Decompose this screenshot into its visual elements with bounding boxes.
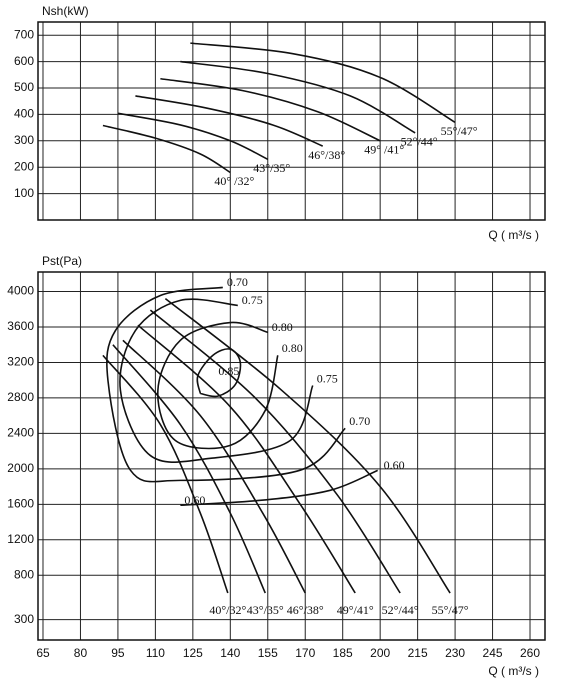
efficiency-contour [106,286,346,483]
curve [164,297,451,594]
plot-frame [37,21,546,221]
x-tick-label: 95 [111,646,125,660]
x-tick-label: 155 [258,646,278,660]
y-tick-label: 600 [14,54,34,68]
y-tick-label: 300 [14,612,34,626]
contour-label: 0.60 [384,458,405,472]
x-tick-label: 230 [445,646,465,660]
y-tick-label: 1200 [7,532,34,546]
curve [190,42,456,124]
curve [122,339,306,594]
contour-label: 0.60 [184,493,205,507]
efficiency-contour [119,298,314,463]
x-tick-label: 125 [183,646,203,660]
curve-label: 43°/35° [247,603,284,617]
y-tick-label: 100 [14,186,34,200]
y-tick-label: 4000 [7,284,34,298]
x-tick-label: 215 [408,646,428,660]
curve [117,112,269,160]
curve-label: 49° /41° [364,143,404,157]
y-tick-label: 300 [14,133,34,147]
curve-label: 52°/44° [382,603,419,617]
x-tick-label: 65 [36,646,50,660]
curve [102,354,229,594]
curve [160,77,381,142]
contour-label: 0.80 [272,320,293,334]
y-tick-label: 200 [14,159,34,173]
curve-label: 43°/35° [253,161,290,175]
y-tick-label: 1600 [7,496,34,510]
y-tick-label: 3600 [7,319,34,333]
y-tick-label: 400 [14,107,34,121]
contour-label: 0.85 [218,364,239,378]
x-tick-label: 170 [295,646,315,660]
curve-label: 55°/47° [441,124,478,138]
curve [180,60,416,134]
y-axis-title: Nsh(kW) [42,4,89,18]
x-tick-label: 245 [483,646,503,660]
x-tick-label: 80 [74,646,88,660]
curve-label: 52°/44° [401,135,438,149]
curve-label: 49°/41° [337,603,374,617]
y-tick-label: 800 [14,567,34,581]
curve [135,95,324,147]
y-tick-label: 3200 [7,355,34,369]
y-tick-label: 2000 [7,461,34,475]
efficiency-contour [157,321,279,450]
x-tick-label: 260 [520,646,540,660]
curve-label: 46°/38° [308,148,345,162]
y-tick-label: 2800 [7,390,34,404]
curve-label: 46°/38° [287,603,324,617]
y-axis-title: Pst(Pa) [42,254,82,268]
curve [149,309,401,594]
x-tick-label: 200 [370,646,390,660]
efficiency-contour [196,348,242,398]
y-tick-label: 500 [14,80,34,94]
contour-label: 0.75 [242,293,263,307]
efficiency-contour [180,469,378,507]
curve-label: 40°/32° [209,603,246,617]
x-tick-label: 140 [220,646,240,660]
x-tick-label: 110 [146,646,165,660]
y-tick-label: 700 [14,27,34,41]
curve [137,324,356,594]
curve [102,124,231,174]
contour-label: 0.70 [349,414,370,428]
plot-frame [37,271,546,641]
contour-label: 0.80 [282,341,303,355]
curve [112,344,267,594]
x-tick-label: 185 [333,646,353,660]
contour-label: 0.70 [227,275,248,289]
contour-label: 0.75 [317,371,338,385]
x-axis-title: Q ( m³/s ) [488,228,539,242]
x-axis-title: Q ( m³/s ) [488,664,539,678]
y-tick-label: 2400 [7,426,34,440]
curve-label: 55°/47° [432,603,469,617]
curve-label: 40° /32° [214,174,254,188]
